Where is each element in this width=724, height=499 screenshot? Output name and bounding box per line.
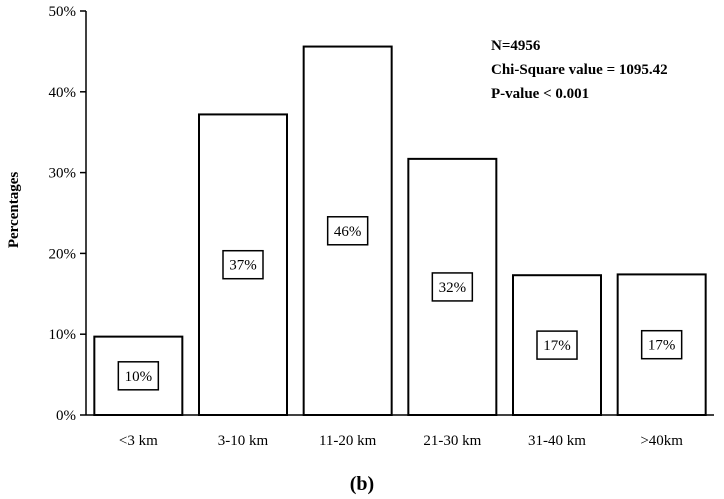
stats-p-value: P-value < 0.001 [491, 86, 589, 102]
data-label-box [326, 216, 369, 246]
data-label-box [640, 329, 683, 360]
data-label-box [536, 330, 578, 360]
x-tick-label: 11-20 km [319, 433, 377, 449]
data-label: 37% [229, 258, 257, 274]
data-label: 17% [648, 338, 676, 354]
y-tick-label: 40% [49, 85, 77, 101]
data-label: 32% [439, 280, 467, 296]
data-labels: 10% 37% 46% 32% 17% 17% [117, 216, 683, 391]
x-tick-label: 21-30 km [423, 433, 481, 449]
stats-chi-square: Chi-Square value = 1095.42 [491, 62, 668, 78]
bars [93, 45, 707, 416]
y-tick-label: 0% [56, 408, 76, 424]
data-label-box [117, 361, 160, 391]
y-tick-label: 20% [49, 246, 77, 262]
y-tick-label: 10% [49, 327, 77, 343]
x-tick-label: 3-10 km [218, 433, 269, 449]
data-label-box [222, 249, 264, 280]
y-tick-label: 30% [49, 166, 77, 182]
data-label: 17% [543, 338, 571, 354]
y-tick-label: 50% [49, 4, 77, 20]
x-tick-label: >40km [640, 433, 683, 449]
x-axis-tick-labels: <3 km 3-10 km 11-20 km 21-30 km 31-40 km >40k… [119, 433, 683, 449]
y-axis-ticks: 0% 10% 20% 30% 40% 50% [49, 4, 86, 424]
data-label: 10% [125, 369, 153, 385]
data-label: 46% [334, 224, 362, 240]
y-axis-title: Percentages [6, 172, 22, 249]
panel-label: (b) [350, 473, 374, 495]
x-tick-label: 31-40 km [528, 433, 586, 449]
data-label-box [431, 272, 474, 302]
stats-n: N=4956 [491, 38, 541, 54]
x-tick-label: <3 km [119, 433, 158, 449]
